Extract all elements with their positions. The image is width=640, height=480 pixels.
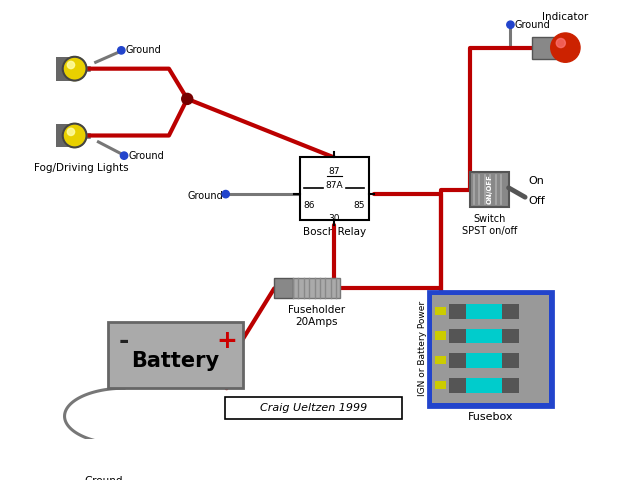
Bar	[292, 278, 340, 299]
Text: 85: 85	[354, 202, 365, 210]
Text: Ground: Ground	[84, 476, 123, 480]
Text: On: On	[529, 176, 545, 186]
Text: 87: 87	[328, 167, 340, 176]
Circle shape	[556, 38, 565, 48]
Circle shape	[63, 57, 86, 81]
Bar	[502, 304, 518, 319]
Bar	[502, 353, 518, 368]
Circle shape	[182, 94, 193, 104]
Bar	[465, 304, 502, 319]
Bar	[274, 278, 292, 299]
Circle shape	[551, 33, 580, 62]
Bar	[435, 356, 446, 364]
Text: Fuseholder
20Amps: Fuseholder 20Amps	[288, 305, 345, 326]
Circle shape	[67, 61, 75, 69]
Circle shape	[118, 47, 125, 54]
Text: Ground: Ground	[188, 191, 223, 201]
Text: Indicator: Indicator	[542, 12, 589, 22]
Text: Switch
SPST on/off: Switch SPST on/off	[462, 214, 517, 236]
Circle shape	[67, 128, 75, 135]
Text: +: +	[216, 329, 237, 353]
Bar	[435, 307, 446, 315]
Bar	[432, 295, 549, 403]
Text: IGN or Battery Power: IGN or Battery Power	[418, 301, 427, 396]
Circle shape	[222, 191, 229, 198]
Bar	[300, 157, 369, 220]
Circle shape	[97, 459, 110, 472]
Text: Ground: Ground	[514, 20, 550, 30]
Text: 86: 86	[303, 202, 315, 210]
Bar	[108, 322, 243, 388]
Bar	[449, 304, 465, 319]
Text: 87A: 87A	[325, 181, 343, 190]
Bar	[435, 332, 446, 340]
Bar	[502, 329, 518, 343]
Text: 30: 30	[328, 214, 340, 223]
Text: Off: Off	[529, 196, 545, 205]
Text: Bosch Relay: Bosch Relay	[303, 227, 365, 237]
Text: -: -	[119, 329, 129, 353]
Circle shape	[120, 152, 128, 159]
Text: Ground: Ground	[126, 45, 162, 55]
Bar	[56, 124, 76, 147]
Bar	[465, 353, 502, 368]
Text: Battery: Battery	[131, 351, 220, 371]
Circle shape	[63, 124, 86, 147]
Circle shape	[507, 21, 514, 28]
Bar	[435, 381, 446, 389]
Text: Craig Ueltzen 1999: Craig Ueltzen 1999	[260, 403, 367, 413]
Text: Fog/Driving Lights: Fog/Driving Lights	[35, 163, 129, 173]
Bar	[465, 378, 502, 393]
Bar	[56, 57, 76, 81]
Bar	[449, 329, 465, 343]
FancyBboxPatch shape	[225, 397, 403, 420]
Bar	[532, 36, 558, 59]
Text: Fusebox: Fusebox	[468, 412, 513, 422]
Bar	[465, 329, 502, 343]
Bar	[428, 291, 552, 407]
Text: Ground: Ground	[129, 151, 164, 161]
Text: ON/OFF: ON/OFF	[486, 175, 492, 204]
Bar	[470, 172, 509, 207]
Bar	[449, 353, 465, 368]
Bar	[449, 378, 465, 393]
Bar	[502, 378, 518, 393]
